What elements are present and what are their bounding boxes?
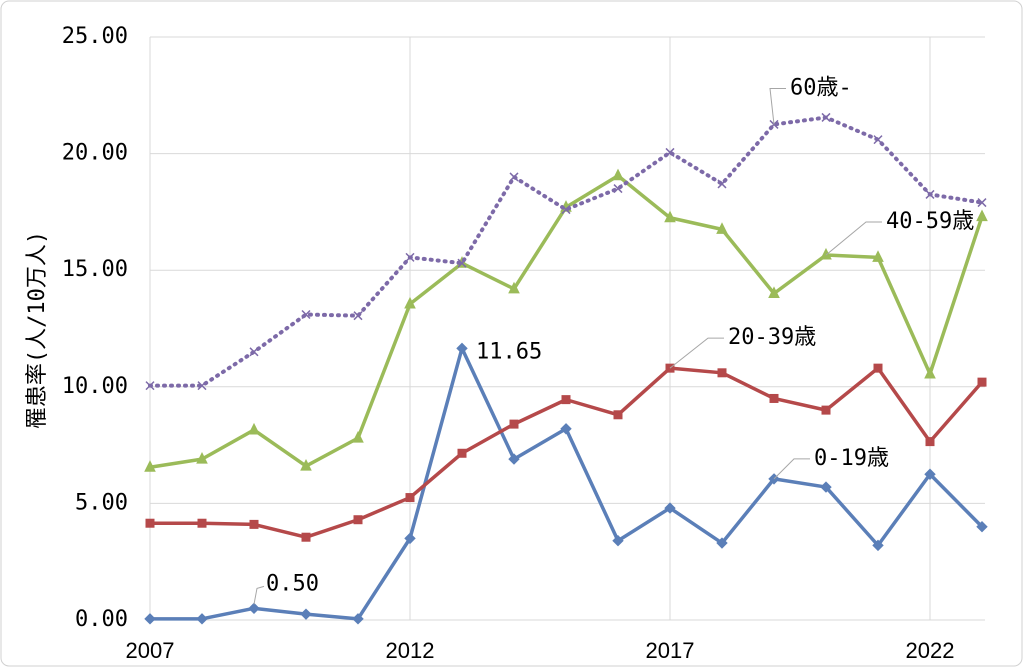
marker: [821, 112, 831, 122]
marker: [196, 613, 208, 625]
marker: [925, 189, 935, 199]
marker: [716, 222, 728, 234]
marker: [301, 532, 311, 542]
marker: [717, 179, 727, 189]
marker: [873, 135, 883, 145]
marker: [405, 252, 415, 262]
marker: [196, 451, 208, 464]
marker: [716, 537, 728, 549]
marker: [144, 460, 156, 472]
marker: [249, 347, 259, 357]
marker: [977, 198, 987, 208]
series-label: 20-39歳: [728, 325, 816, 350]
marker: [976, 521, 988, 533]
x-tick-label: 2012: [386, 638, 435, 663]
marker: [144, 613, 156, 625]
marker: [561, 395, 571, 405]
y-tick-label: 20.00: [62, 141, 128, 166]
marker: [352, 430, 364, 443]
marker: [560, 423, 572, 435]
marker: [873, 363, 883, 373]
marker: [301, 309, 311, 320]
marker: [561, 205, 571, 215]
marker: [456, 342, 468, 355]
marker: [145, 518, 155, 528]
marker: [924, 468, 936, 480]
marker: [717, 368, 727, 378]
marker: [976, 209, 988, 222]
marker: [352, 613, 364, 625]
marker: [872, 250, 884, 262]
x-tick-label: 2007: [126, 638, 175, 663]
leader-line: [773, 458, 810, 480]
series-label: 60歳-: [790, 75, 852, 100]
y-tick-label: 5.00: [75, 490, 128, 515]
data-label: 0.50: [266, 571, 319, 596]
leader-line: [669, 337, 724, 369]
marker: [300, 458, 312, 471]
marker: [457, 258, 467, 268]
marker: [820, 247, 832, 260]
leader-line: [769, 87, 786, 125]
marker: [248, 602, 260, 615]
marker: [977, 377, 987, 387]
marker: [820, 481, 832, 493]
marker: [665, 147, 675, 157]
marker: [509, 172, 519, 182]
x-tick-label: 2017: [646, 638, 695, 663]
x-tick-label: 2022: [906, 638, 955, 663]
leader-line: [253, 585, 265, 605]
marker: [300, 608, 312, 620]
marker: [821, 405, 831, 415]
marker: [509, 419, 519, 429]
marker: [404, 296, 416, 309]
marker: [248, 422, 260, 435]
marker: [612, 168, 624, 181]
marker: [612, 535, 624, 547]
y-tick-label: 0.00: [75, 607, 128, 632]
marker: [404, 532, 416, 545]
marker: [508, 281, 520, 294]
y-tick-label: 25.00: [62, 24, 128, 49]
marker: [353, 515, 363, 525]
marker: [872, 539, 884, 552]
y-axis-label: 罹患率(人/10万人): [25, 231, 50, 429]
marker: [769, 393, 779, 403]
data-label: 11.65: [476, 339, 542, 364]
marker: [145, 381, 155, 391]
marker: [613, 410, 623, 420]
marker: [768, 286, 780, 299]
marker: [925, 437, 935, 447]
marker: [457, 448, 467, 458]
marker: [405, 493, 415, 503]
marker: [508, 453, 520, 465]
series-line: [148, 115, 984, 388]
marker: [924, 366, 936, 379]
leader-line: [825, 221, 882, 256]
marker: [353, 311, 363, 321]
marker: [197, 518, 207, 528]
marker: [197, 381, 207, 391]
y-tick-label: 15.00: [62, 257, 128, 282]
marker: [249, 519, 259, 529]
marker: [664, 502, 676, 514]
series-label: 0-19歳: [814, 446, 889, 471]
series-label: 40-59歳: [886, 209, 974, 234]
y-tick-label: 10.00: [62, 374, 128, 399]
marker: [664, 210, 676, 223]
marker: [613, 184, 623, 194]
